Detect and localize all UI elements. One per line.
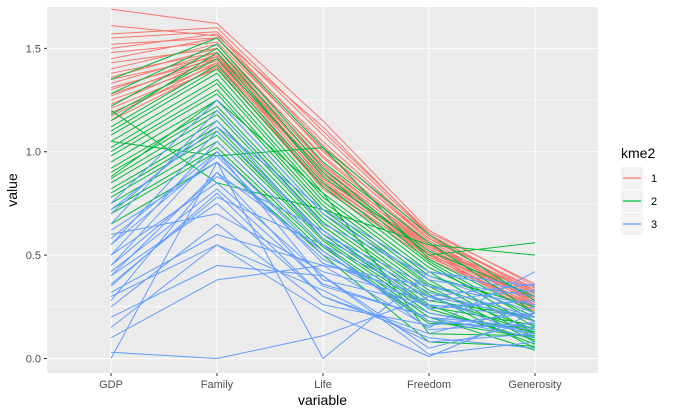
series-line-cluster-1 xyxy=(110,68,536,306)
legend-label: 3 xyxy=(651,219,657,231)
x-tick-label: GDP xyxy=(99,379,123,391)
series-line-cluster-3 xyxy=(110,151,536,318)
x-tick-label: Family xyxy=(201,379,234,391)
x-tick-label: Life xyxy=(314,379,332,391)
legend-label: 2 xyxy=(651,196,657,208)
series-line-cluster-1 xyxy=(110,8,536,287)
series-line-cluster-3 xyxy=(110,196,536,331)
series-line-cluster-1 xyxy=(110,43,536,291)
series-line-cluster-1 xyxy=(110,37,536,295)
series-line-cluster-3 xyxy=(110,182,536,355)
series-line-cluster-2 xyxy=(110,68,536,318)
series-line-cluster-3 xyxy=(110,99,536,297)
series-line-cluster-1 xyxy=(110,33,536,289)
y-axis-title: value xyxy=(4,173,20,207)
series-line-cluster-2 xyxy=(110,99,536,337)
series-line-cluster-2 xyxy=(110,78,536,308)
y-tick-label: 1.5 xyxy=(26,43,41,55)
series-line-cluster-2 xyxy=(110,134,536,333)
series-line-cluster-3 xyxy=(110,130,536,318)
y-tick-label: 0.0 xyxy=(26,354,41,366)
series-line-cluster-3 xyxy=(110,176,536,310)
series-line-cluster-1 xyxy=(110,25,536,291)
x-tick-label: Freedom xyxy=(407,379,451,391)
series-line-cluster-3 xyxy=(110,202,536,349)
series-line-cluster-3 xyxy=(110,296,536,359)
series-line-cluster-3 xyxy=(110,244,536,343)
x-axis-ticks: GDP Family Life Freedom Generosity xyxy=(99,373,562,391)
series-line-cluster-2 xyxy=(110,83,536,339)
legend-label: 1 xyxy=(651,173,657,185)
series-line-cluster-3 xyxy=(110,155,536,297)
series-line-cluster-2 xyxy=(110,64,536,328)
x-tick-label: Generosity xyxy=(508,379,562,391)
series-line-cluster-3 xyxy=(110,126,536,287)
y-tick-label: 0.5 xyxy=(26,250,41,262)
x-axis-title: variable xyxy=(298,392,347,408)
y-tick-label: 1.0 xyxy=(26,147,41,159)
series-line-cluster-3 xyxy=(110,151,536,308)
series-line-cluster-2 xyxy=(110,105,536,349)
series-line-cluster-1 xyxy=(110,58,536,297)
series-line-cluster-3 xyxy=(110,109,536,314)
series-line-cluster-1 xyxy=(110,58,536,293)
series-line-cluster-1 xyxy=(110,27,536,285)
series-line-cluster-2 xyxy=(110,52,536,297)
series-line-cluster-2 xyxy=(110,47,536,256)
series-line-cluster-1 xyxy=(110,47,536,297)
series-line-cluster-2 xyxy=(110,147,536,339)
series-line-cluster-3 xyxy=(110,213,536,302)
series-line-cluster-2 xyxy=(110,58,536,322)
series-line-cluster-1 xyxy=(110,31,536,293)
series-line-cluster-3 xyxy=(110,223,536,326)
series-line-cluster-3 xyxy=(110,244,536,357)
series-line-cluster-3 xyxy=(110,161,536,335)
series-line-cluster-3 xyxy=(110,120,536,322)
legend: kme2 1 2 3 xyxy=(621,145,657,235)
series-line-cluster-1 xyxy=(110,56,536,306)
y-axis-ticks: 0.0 0.5 1.0 1.5 xyxy=(26,43,47,366)
legend-title: kme2 xyxy=(621,145,655,161)
series-line-cluster-2 xyxy=(110,140,536,314)
series-lines xyxy=(110,8,536,359)
series-line-cluster-3 xyxy=(110,188,536,339)
series-line-cluster-1 xyxy=(110,66,536,308)
